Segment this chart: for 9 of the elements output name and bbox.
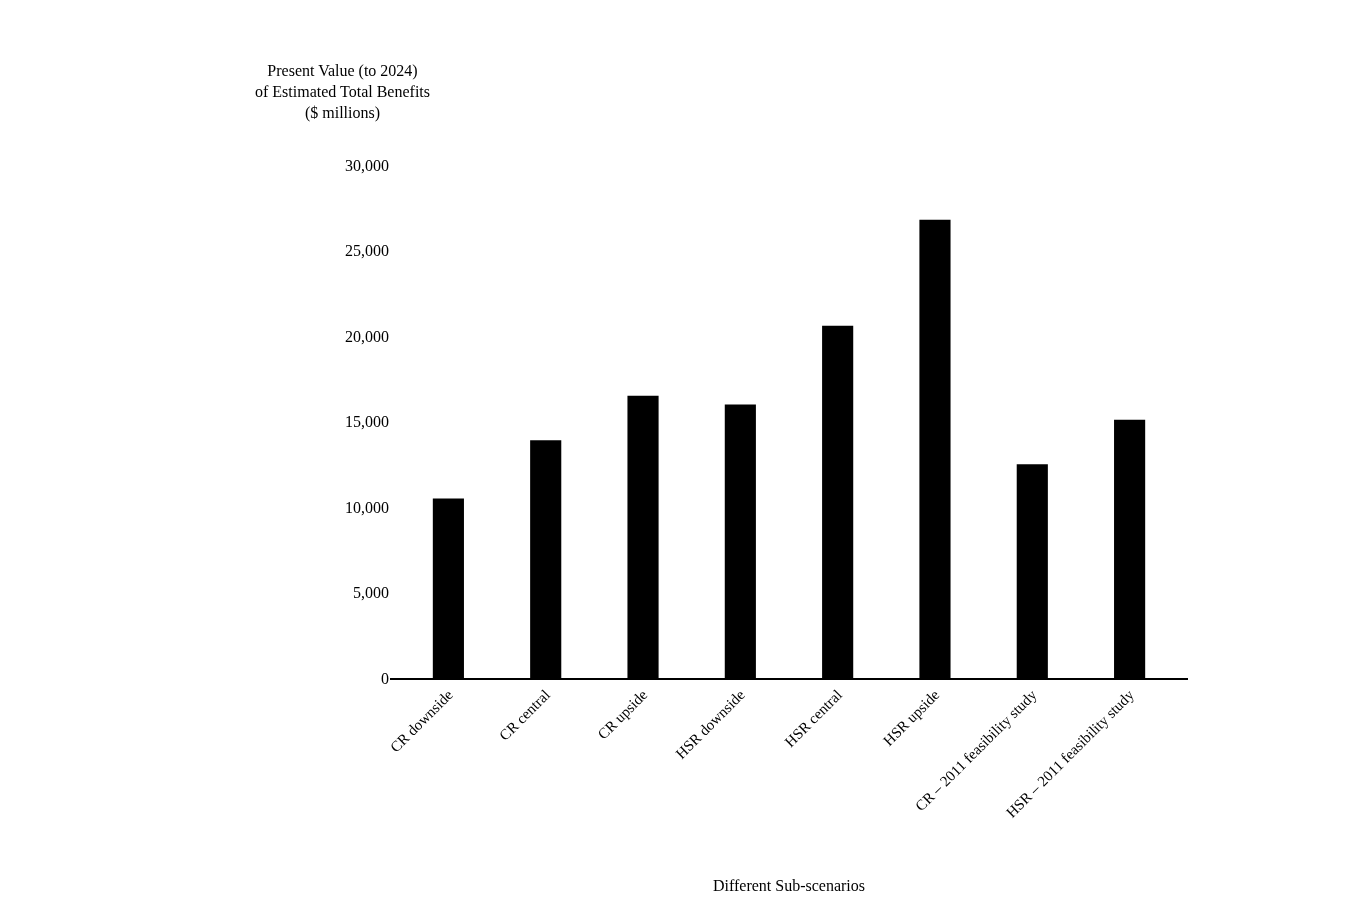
y-tick-label: 20,000 [345,327,389,345]
y-tick-label: 0 [381,669,389,687]
y-tick-label: 30,000 [345,156,389,174]
y-tick-label: 10,000 [345,498,389,516]
y-axis-title: Present Value (to 2024) of Estimated Total Benefits ($ millions) [255,62,430,122]
y-tick-label: 25,000 [345,242,389,260]
x-axis-title: Different Sub-scenarios [712,876,866,894]
y-tick-label: 5,000 [353,584,389,602]
y-tick-label: 15,000 [345,413,389,431]
